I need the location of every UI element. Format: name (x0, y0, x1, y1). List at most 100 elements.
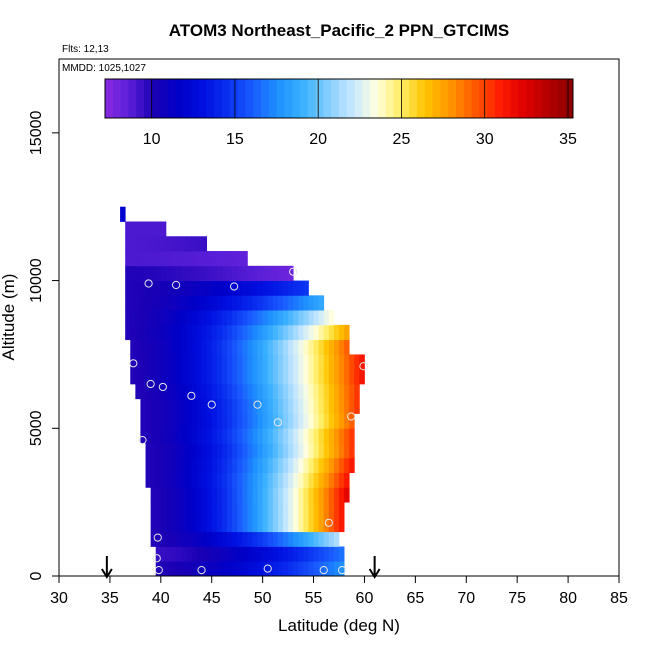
heatmap-cell (267, 561, 274, 577)
heatmap-cell (298, 324, 304, 341)
heatmap-cell (323, 457, 330, 473)
heatmap-cell (354, 354, 360, 370)
heatmap-cell (165, 251, 172, 267)
heatmap-cell (176, 354, 182, 370)
heatmap-cell (328, 443, 335, 459)
heatmap-cell (165, 369, 172, 385)
heatmap-cell (247, 546, 253, 562)
heatmap-cell (232, 428, 238, 444)
heatmap-cell (211, 561, 218, 577)
heatmap-cell (288, 398, 294, 414)
heatmap-cell (257, 383, 264, 400)
colorbar-segment (214, 79, 223, 118)
colorbar-segment (557, 79, 566, 118)
heatmap-cell (303, 324, 309, 341)
heatmap-cell (165, 413, 172, 429)
heatmap-cell (252, 428, 258, 444)
heatmap-cell (206, 413, 213, 429)
colorbar-segment (448, 79, 457, 118)
heatmap-cell (277, 398, 284, 414)
heatmap-cell (344, 487, 350, 503)
colorbar-segment (346, 79, 356, 118)
heatmap-cell (257, 310, 264, 326)
heatmap-cell (232, 339, 238, 355)
heatmap-cell (155, 546, 162, 562)
heatmap-cell (242, 383, 248, 400)
heatmap-cell (216, 280, 223, 296)
heatmap-cell (349, 413, 355, 429)
heatmap-cell (328, 428, 335, 444)
heatmap-cell (252, 398, 258, 414)
heatmap-cell (191, 324, 197, 341)
colorbar-segment (549, 79, 558, 118)
heatmap-cell (227, 457, 233, 473)
heatmap-cell (176, 280, 182, 296)
heatmap-cell (221, 265, 228, 281)
heatmap-cell (186, 487, 192, 503)
heatmap-cell (216, 354, 223, 370)
heatmap-cell (232, 502, 238, 518)
heatmap-cell (196, 502, 202, 518)
heatmap-cell (130, 310, 136, 326)
colorbar-segment (456, 79, 465, 118)
colorbar-segment (136, 79, 145, 118)
heatmap-cell (186, 546, 192, 562)
heatmap-cell (308, 398, 314, 414)
heatmap-cell (211, 413, 218, 429)
heatmap-cell (227, 354, 233, 370)
heatmap-cell (272, 280, 279, 296)
heatmap-cell (277, 443, 284, 459)
heatmap-cell (181, 413, 187, 429)
heatmap-cell (267, 398, 274, 414)
heatmap-cell (186, 354, 192, 370)
colorbar-segment (393, 79, 402, 118)
heatmap-cell (201, 472, 208, 488)
heatmap-cell (165, 472, 172, 488)
heatmap-cell (227, 487, 233, 503)
heatmap-cell (232, 383, 238, 400)
heatmap-cell (323, 487, 330, 503)
heatmap-cell (303, 354, 309, 370)
heatmap-cell (140, 354, 146, 370)
heatmap-cell (267, 310, 274, 326)
heatmap-cell (171, 339, 177, 355)
heatmap-cell (272, 443, 279, 459)
heatmap-cell (262, 369, 269, 385)
heatmap-cell (303, 369, 309, 385)
heatmap-cell (262, 295, 269, 311)
heatmap-cell (160, 398, 167, 414)
heatmap-cell (130, 265, 136, 281)
heatmap-cell (267, 487, 274, 503)
x-tick-label: 55 (305, 590, 323, 607)
heatmap-cell (318, 324, 325, 341)
colorbar-tick-label: 35 (559, 131, 577, 148)
heatmap-cell (242, 487, 248, 503)
heatmap-cell (232, 531, 238, 547)
heatmap-cell (252, 369, 258, 385)
heatmap-cell (303, 383, 309, 400)
heatmap-cell (191, 369, 197, 385)
heatmap-cell (160, 443, 167, 459)
heatmap-cell (298, 383, 304, 400)
heatmap-cell (150, 236, 157, 252)
heatmap-cell (227, 428, 233, 444)
sample-points (129, 267, 368, 575)
heatmap-cell (232, 265, 238, 281)
heatmap-cell (313, 324, 320, 341)
heatmap-cell (344, 383, 350, 400)
sample-point (359, 362, 368, 371)
heatmap-cell (252, 339, 258, 355)
heatmap-cell (303, 310, 309, 326)
heatmap-cell (181, 561, 187, 577)
heatmap-cell (247, 502, 253, 518)
heatmap-cell (262, 531, 269, 547)
heatmap-cell (247, 413, 253, 429)
heatmap-cell (171, 295, 177, 311)
heatmap-cell (262, 487, 269, 503)
heatmap-cell (277, 324, 284, 341)
heatmap-cell (221, 546, 228, 562)
heatmap-cell (237, 561, 243, 577)
heatmap-cell (206, 324, 213, 341)
x-axis: 30 35 40 45 50 55 60 65 70 75 80 85 (50, 576, 628, 607)
heatmap-cell (140, 383, 146, 400)
